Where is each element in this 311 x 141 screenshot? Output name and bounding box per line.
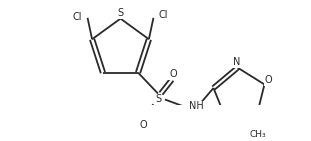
Text: N: N xyxy=(233,57,240,67)
Text: S: S xyxy=(118,8,123,18)
Text: O: O xyxy=(139,120,147,130)
Text: Cl: Cl xyxy=(159,10,169,20)
Text: O: O xyxy=(169,69,177,79)
Text: NH: NH xyxy=(189,102,203,111)
Text: O: O xyxy=(265,75,272,85)
Text: Cl: Cl xyxy=(72,12,82,22)
Text: CH₃: CH₃ xyxy=(249,130,266,139)
Text: S: S xyxy=(155,94,161,104)
